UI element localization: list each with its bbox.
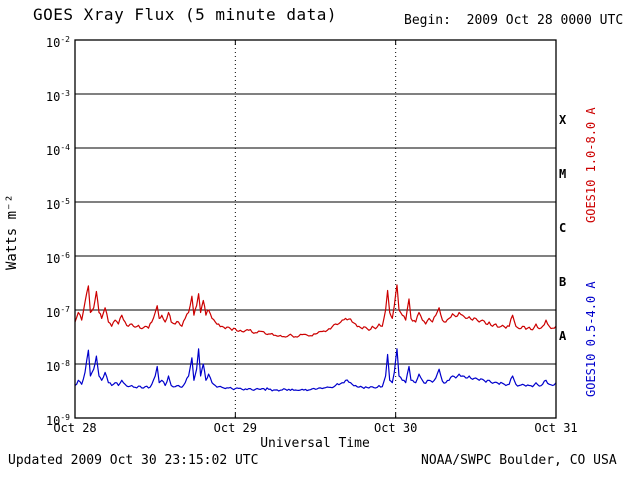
y-tick-label-1e-5: 10-5 xyxy=(45,197,70,212)
flare-class-a: A xyxy=(559,329,567,343)
flare-class-x: X xyxy=(559,113,567,127)
x-tick-label-oct-28: Oct 28 xyxy=(53,421,97,435)
y-tick-label-1e-9: 10-9 xyxy=(45,413,70,428)
trace-short-wavelength xyxy=(75,348,556,392)
begin-time-label: Begin: 2009 Oct 28 0000 UTC xyxy=(404,13,624,28)
flare-class-b: B xyxy=(559,275,567,289)
legend-goes10-short-channel: GOES10 0.5-4.0 A xyxy=(584,281,598,398)
x-tick-label-oct-31: Oct 31 xyxy=(534,421,578,435)
legend-goes10-long-channel: GOES10 1.0-8.0 A xyxy=(584,107,598,223)
chart-title: GOES Xray Flux (5 minute data) xyxy=(33,5,337,24)
y-tick-label-1e-7: 10-7 xyxy=(45,305,70,320)
flare-class-c: C xyxy=(559,221,567,235)
flare-class-m: M xyxy=(559,167,567,181)
trace-long-wavelength xyxy=(75,284,556,338)
updated-timestamp: Updated 2009 Oct 30 23:15:02 UTC xyxy=(8,453,259,468)
y-tick-label-1e-2: 10-2 xyxy=(45,35,70,50)
y-axis-label: Watts m⁻² xyxy=(4,194,20,271)
y-tick-label-1e-3: 10-3 xyxy=(45,89,70,104)
x-tick-label-oct-30: Oct 30 xyxy=(373,421,418,435)
y-tick-label-1e-8: 10-8 xyxy=(45,359,70,374)
noaa-credit: NOAA/SWPC Boulder, CO USA xyxy=(421,453,617,468)
y-tick-label-1e-4: 10-4 xyxy=(45,143,70,158)
x-tick-label-oct-29: Oct 29 xyxy=(213,421,257,435)
y-tick-label-1e-6: 10-6 xyxy=(45,251,70,266)
x-axis-label: Universal Time xyxy=(260,436,370,451)
